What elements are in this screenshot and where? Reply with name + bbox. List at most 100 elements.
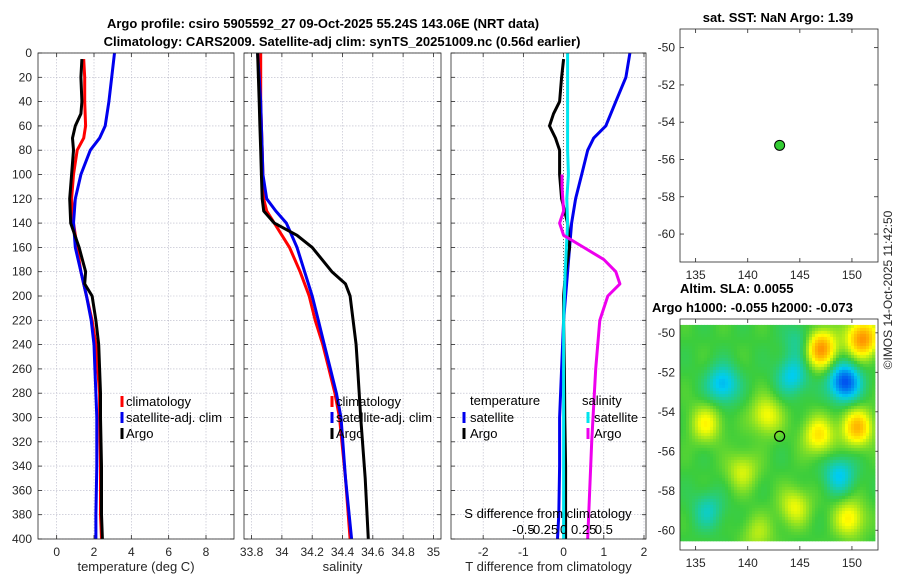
heatmap-cell	[797, 465, 801, 470]
heatmap-cell	[785, 333, 789, 338]
heatmap-cell	[815, 324, 819, 329]
heatmap-cell	[773, 360, 777, 365]
heatmap-cell	[710, 501, 714, 506]
heatmap-cell	[722, 531, 726, 536]
heatmap-cell	[719, 357, 723, 362]
heatmap-cell	[737, 450, 741, 455]
heatmap-cell	[746, 471, 750, 476]
heatmap-cell	[809, 399, 813, 404]
heatmap-cell	[776, 453, 780, 458]
heatmap-cell	[842, 441, 846, 446]
heatmap-cell	[866, 426, 870, 431]
legend-title-salinity: salinity	[582, 393, 622, 408]
heatmap-cell	[704, 522, 708, 527]
heatmap-cell	[794, 411, 798, 416]
heatmap-cell	[689, 525, 693, 530]
heatmap-cell	[866, 525, 870, 530]
heatmap-cell	[794, 471, 798, 476]
heatmap-cell	[689, 387, 693, 392]
heatmap-cell	[797, 486, 801, 491]
heatmap-cell	[806, 411, 810, 416]
heatmap-cell	[680, 486, 684, 491]
heatmap-cell	[743, 384, 747, 389]
heatmap-cell	[848, 408, 852, 413]
heatmap-cell	[704, 360, 708, 365]
heatmap-cell	[776, 447, 780, 452]
heatmap-cell	[749, 375, 753, 380]
heatmap-cell	[725, 495, 729, 500]
heatmap-cell	[740, 363, 744, 368]
heatmap-cell	[863, 480, 867, 485]
heatmap-cell	[752, 441, 756, 446]
heatmap-cell	[779, 390, 783, 395]
heatmap-cell	[839, 381, 843, 386]
heatmap-cell	[752, 381, 756, 386]
heatmap-cell	[809, 372, 813, 377]
heatmap-cell	[818, 531, 822, 536]
heatmap-cell	[788, 378, 792, 383]
heatmap-cell	[848, 390, 852, 395]
heatmap-cell	[857, 465, 861, 470]
heatmap-cell	[827, 405, 831, 410]
heatmap-cell	[755, 531, 759, 536]
heatmap-cell	[863, 432, 867, 437]
heatmap-cell	[830, 471, 834, 476]
heatmap-cell	[719, 333, 723, 338]
heatmap-cell	[788, 324, 792, 329]
heatmap-cell	[806, 438, 810, 443]
heatmap-cell	[779, 408, 783, 413]
heatmap-cell	[869, 378, 873, 383]
heatmap-cell	[785, 324, 789, 329]
heatmap-cell	[785, 411, 789, 416]
x-tick-label: 1	[600, 545, 607, 559]
heatmap-cell	[860, 525, 864, 530]
heatmap-cell	[767, 456, 771, 461]
heatmap-cell	[758, 339, 762, 344]
heatmap-cell	[713, 399, 717, 404]
heatmap-cell	[869, 459, 873, 464]
heatmap-cell	[821, 336, 825, 341]
x-tick-label: 34	[275, 545, 289, 559]
heatmap-cell	[848, 462, 852, 467]
heatmap-cell	[797, 405, 801, 410]
heatmap-cell	[734, 465, 738, 470]
heatmap-cell	[848, 396, 852, 401]
y-tick-label: -52	[658, 78, 676, 92]
heatmap-cell	[833, 525, 837, 530]
heatmap-cell	[800, 387, 804, 392]
heatmap-cell	[818, 405, 822, 410]
heatmap-cell	[830, 336, 834, 341]
heatmap-cell	[830, 348, 834, 353]
heatmap-cell	[863, 438, 867, 443]
heatmap-cell	[770, 393, 774, 398]
heatmap-cell	[701, 393, 705, 398]
heatmap-cell	[788, 459, 792, 464]
heatmap-cell	[701, 378, 705, 383]
heatmap-cell	[767, 405, 771, 410]
heatmap-cell	[857, 429, 861, 434]
heatmap-cell	[809, 519, 813, 524]
heatmap-cell	[698, 444, 702, 449]
heatmap-cell	[761, 516, 765, 521]
heatmap-cell	[761, 495, 765, 500]
heatmap-cell	[698, 528, 702, 533]
heatmap-cell	[833, 381, 837, 386]
heatmap-cell	[848, 456, 852, 461]
heatmap-cell	[716, 510, 720, 515]
heatmap-cell	[737, 501, 741, 506]
heatmap-cell	[728, 504, 732, 509]
heatmap-cell	[755, 345, 759, 350]
heatmap-cell	[770, 366, 774, 371]
heatmap-cell	[794, 426, 798, 431]
heatmap-cell	[866, 369, 870, 374]
heatmap-cell	[788, 438, 792, 443]
heatmap-cell	[683, 339, 687, 344]
heatmap-cell	[692, 534, 696, 539]
heatmap-cell	[722, 516, 726, 521]
heatmap-cell	[785, 522, 789, 527]
heatmap-cell	[692, 531, 696, 536]
heatmap-cell	[695, 387, 699, 392]
heatmap-cell	[722, 522, 726, 527]
heatmap-cell	[851, 462, 855, 467]
heatmap-cell	[827, 471, 831, 476]
